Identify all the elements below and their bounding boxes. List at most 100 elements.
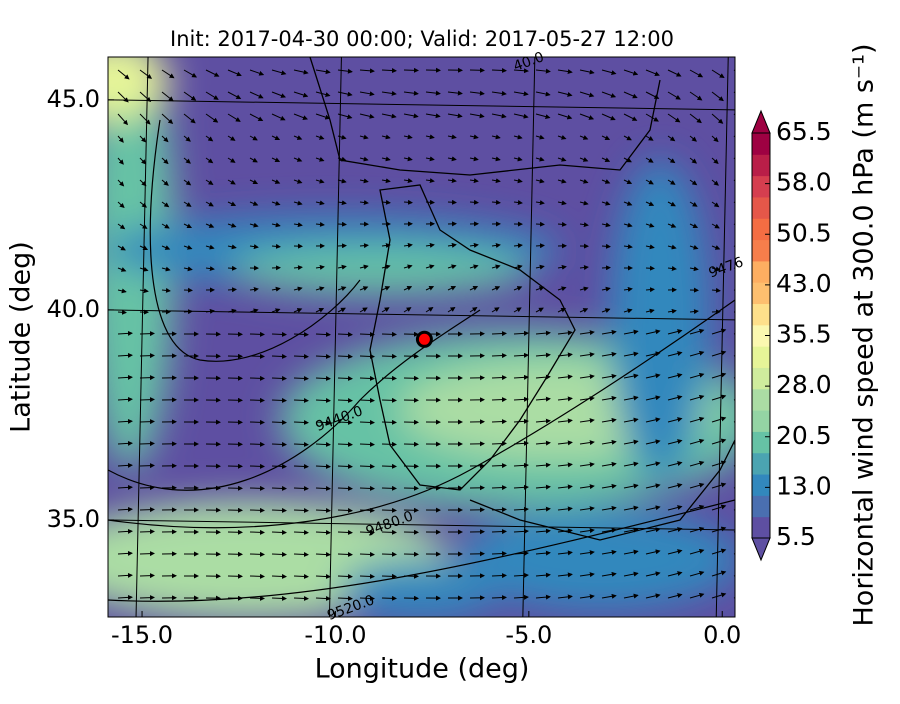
wind-arrow: [492, 553, 506, 554]
wind-arrow: [360, 422, 374, 423]
wind-arrow: [272, 356, 286, 357]
wind-arrow: [360, 334, 374, 335]
wind-arrow: [250, 400, 264, 401]
wind-arrow: [602, 246, 610, 247]
wind-arrow: [382, 334, 396, 335]
colorbar-extend-bottom: [752, 538, 770, 560]
wind-arrow: [360, 356, 374, 357]
wind-arrow: [338, 400, 352, 401]
wind-arrow: [316, 576, 330, 577]
chart-title: Init: 2017-04-30 00:00; Valid: 2017-05-2…: [170, 27, 674, 51]
colorbar-band: [752, 240, 770, 262]
wind-arrow: [272, 444, 286, 445]
colorbar-tick-label: 5.5: [776, 522, 816, 551]
wind-arrow: [250, 510, 264, 511]
wind-arrow: [294, 554, 308, 555]
colorbar-tick-label: 50.5: [776, 218, 832, 247]
y-tick-label: 35.0: [47, 505, 100, 533]
wind-arrow: [250, 488, 264, 489]
wind-arrow: [734, 506, 747, 510]
y-tick-label: 45.0: [47, 85, 100, 113]
wind-arrow: [492, 531, 506, 532]
wind-arrow: [140, 377, 154, 378]
wind-arrow: [294, 444, 308, 445]
wind-arrow: [338, 598, 352, 599]
wind-arrow: [734, 528, 747, 532]
wind-arrow: [294, 356, 308, 357]
wind-arrow: [734, 352, 747, 356]
wind-arrow: [250, 576, 264, 577]
wind-arrow: [382, 422, 396, 423]
colorbar-tick-label: 35.5: [776, 320, 832, 349]
wind-arrow: [272, 532, 286, 533]
colorbar-extend-top: [752, 111, 770, 133]
wind-arrow: [338, 532, 352, 533]
wind-arrow: [734, 92, 745, 101]
wind-arrow: [316, 466, 330, 467]
wind-arrow: [360, 400, 374, 401]
wind-arrow: [536, 245, 544, 246]
colorbar-label: Horizontal wind speed at 300.0 hPa (m s⁻…: [849, 43, 880, 626]
wind-arrow: [140, 597, 154, 598]
wind-arrow: [338, 224, 346, 225]
colorbar-tick-label: 43.0: [776, 269, 832, 298]
wind-arrow: [294, 334, 308, 335]
wind-arrow: [338, 378, 352, 379]
wind-arrow: [272, 554, 286, 555]
wind-arrow: [316, 400, 330, 401]
wind-arrow: [250, 532, 264, 533]
wind-arrow: [250, 598, 264, 599]
wind-arrow: [360, 466, 374, 467]
wind-arrow: [492, 487, 506, 488]
wind-arrow: [316, 356, 330, 357]
wind-arrow: [734, 462, 747, 466]
wind-arrow: [382, 554, 396, 555]
colorbar-band: [752, 304, 770, 326]
wind-arrow: [338, 334, 352, 335]
y-axis-label: Latitude (deg): [6, 241, 37, 433]
wind-arrow: [492, 465, 506, 466]
wind-arrow: [316, 532, 330, 533]
wind-arrow: [250, 356, 264, 357]
wind-arrow: [140, 443, 154, 444]
x-tick-label: 0.0: [703, 621, 741, 649]
wind-arrow: [492, 597, 506, 598]
colorbar-band: [752, 474, 770, 496]
wind-arrow: [250, 554, 264, 555]
colorbar-tick-label: 20.5: [776, 421, 832, 450]
wind-arrow: [646, 289, 654, 290]
wind-arrow: [470, 202, 478, 203]
wind-arrow: [140, 421, 154, 422]
wind-arrow: [250, 334, 264, 335]
colorbar-band: [752, 431, 770, 453]
wind-arrow: [338, 356, 352, 357]
wind-arrow: [382, 378, 396, 379]
wind-arrow: [360, 378, 374, 379]
wind-arrow: [734, 114, 744, 124]
colorbar: 5.513.020.528.035.543.050.558.065.5: [752, 111, 832, 560]
wind-arrow: [382, 488, 396, 489]
wind-arrow: [338, 554, 352, 555]
colorbar-band: [752, 197, 770, 219]
wind-arrow: [360, 510, 374, 511]
colorbar-tick-label: 13.0: [776, 471, 832, 500]
wind-arrow: [140, 575, 154, 576]
colorbar-band: [752, 495, 770, 517]
wind-arrow: [382, 510, 396, 511]
wind-arrow: [294, 576, 308, 577]
wind-arrow: [316, 488, 330, 489]
wind-arrow: [316, 554, 330, 555]
wind-arrow: [734, 484, 747, 488]
wind-arrow: [492, 443, 506, 444]
wind-arrow: [382, 576, 396, 577]
wind-arrow: [492, 399, 506, 400]
wind-arrow: [272, 598, 286, 599]
colorbar-band: [752, 261, 770, 283]
wind-arrow: [426, 202, 434, 203]
wind-arrow: [404, 202, 412, 203]
wind-arrow: [272, 488, 286, 489]
wind-arrow: [316, 378, 330, 379]
wind-arrow: [294, 378, 308, 379]
wind-arrow: [338, 488, 352, 489]
wind-arrow: [734, 330, 747, 334]
